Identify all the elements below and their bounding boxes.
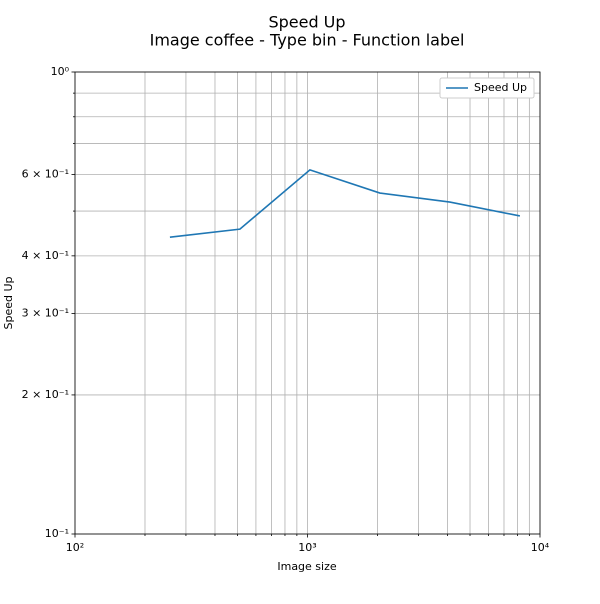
y-tick-label: 6 × 10⁻¹	[22, 167, 69, 180]
y-tick-label: 10⁰	[51, 65, 70, 78]
chart-title: Speed Up	[268, 13, 345, 32]
plot-frame	[74, 71, 541, 535]
y-axis-label: Speed Up	[2, 276, 15, 329]
data-line	[169, 168, 521, 238]
x-tick-label: 10⁴	[531, 541, 550, 554]
y-tick-label: 4 × 10⁻¹	[22, 249, 69, 262]
x-axis-label: Image size	[277, 560, 337, 573]
y-tick-label: 2 × 10⁻¹	[22, 388, 69, 401]
x-tick-label: 10³	[298, 541, 316, 554]
x-tick-label: 10²	[66, 541, 84, 554]
legend-label: Speed Up	[474, 81, 527, 94]
y-tick-label: 10⁻¹	[45, 527, 69, 540]
y-tick-label: 3 × 10⁻¹	[22, 307, 69, 320]
legend-box	[439, 77, 535, 99]
chart-subtitle: Image coffee - Type bin - Function label	[150, 31, 465, 50]
